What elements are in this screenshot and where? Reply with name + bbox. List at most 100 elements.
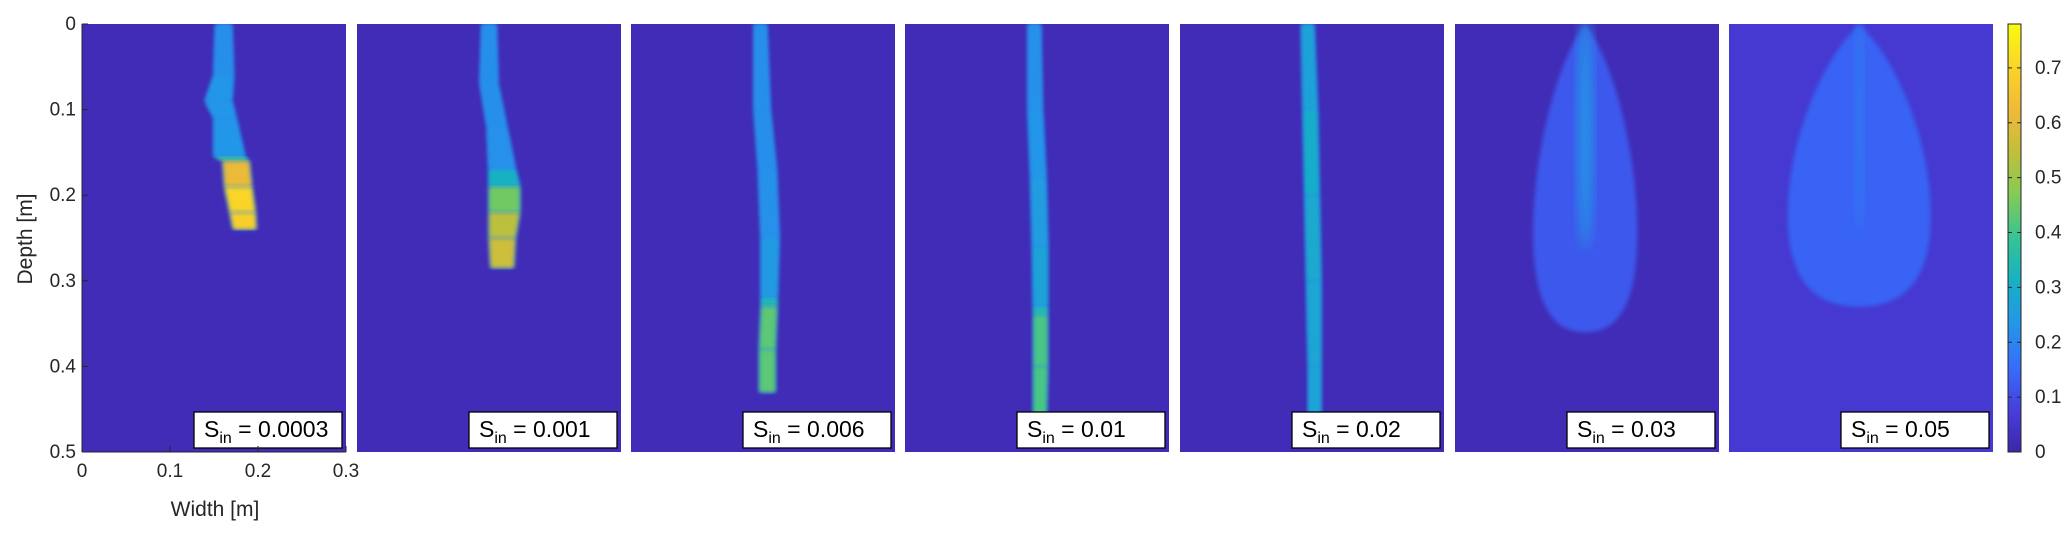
legend-value: = 0.05 <box>1879 416 1950 442</box>
plume-segment <box>1301 24 1318 110</box>
legend-text: Sin = 0.006 <box>753 416 865 447</box>
plume-segment <box>487 126 516 170</box>
legend-frame <box>1566 411 1716 449</box>
legend-symbol: S <box>753 416 768 442</box>
y-tick-label: 0.3 <box>50 271 76 292</box>
legend-frame <box>468 411 618 449</box>
heatmap-panel: Sin = 0.02 <box>1180 24 1444 452</box>
y-tick-label: 0.2 <box>50 185 76 206</box>
legend-symbol: S <box>1577 416 1592 442</box>
plume-segment <box>480 24 498 84</box>
plume-segment <box>759 349 776 393</box>
legend-frame <box>742 411 892 449</box>
legend-symbol: S <box>479 416 494 442</box>
y-tick-label: 0.1 <box>50 100 76 121</box>
colorbar-tick-label: 0.2 <box>2035 332 2061 353</box>
legend-subscript: in <box>1592 430 1604 447</box>
legend-value: = 0.03 <box>1605 416 1676 442</box>
legend-subscript: in <box>768 430 780 447</box>
heatmap-panel: Sin = 0.01 <box>905 24 1169 452</box>
plume-segment <box>754 109 777 170</box>
plume-segment <box>1028 24 1043 110</box>
plume <box>480 24 520 268</box>
legend-value: = 0.01 <box>1055 416 1126 442</box>
plume-segment <box>1028 109 1046 179</box>
plume <box>1533 24 1638 333</box>
legend-box: Sin = 0.02 <box>1291 411 1441 449</box>
colorbar-tick-label: 0.1 <box>2035 387 2061 408</box>
colorbar-tick-label: 0.3 <box>2035 277 2061 298</box>
plume-segment <box>214 118 245 157</box>
y-tick-label: 0 <box>65 14 76 35</box>
x-tick-label: 0.2 <box>245 461 271 482</box>
plume-segment <box>214 156 250 161</box>
colorbar-tick-label: 0 <box>2035 442 2046 463</box>
legend-text: Sin = 0.02 <box>1302 416 1401 447</box>
legend-box: Sin = 0.001 <box>468 411 618 449</box>
legend-subscript: in <box>494 430 506 447</box>
colorbar-tick-label: 0.4 <box>2035 223 2062 244</box>
plume-segment <box>214 24 234 76</box>
colorbar: 0 0.1 0.2 0.3 0.4 0.5 0.6 0.7 <box>2007 23 2062 463</box>
legend-box: Sin = 0.0003 <box>193 411 343 449</box>
plume-segment <box>489 212 520 238</box>
legend-value: = 0.006 <box>781 416 865 442</box>
legend-text: Sin = 0.01 <box>1027 416 1126 447</box>
plume-segment <box>1304 195 1321 281</box>
plume-segment <box>224 186 256 213</box>
legend-value: = 0.02 <box>1330 416 1401 442</box>
plume <box>1028 24 1048 435</box>
legend-box: Sin = 0.05 <box>1840 411 1990 449</box>
plume-segment <box>480 83 507 127</box>
legend-frame <box>1840 411 1990 449</box>
y-axis-label: Depth [m] <box>14 193 37 284</box>
plume-core <box>1855 24 1863 231</box>
legend-frame <box>1016 411 1166 449</box>
plume-segment <box>761 297 778 307</box>
plume-segment <box>1030 178 1048 247</box>
legend-frame <box>1291 411 1441 449</box>
legend-value: = 0.001 <box>507 416 591 442</box>
legend-symbol: S <box>1302 416 1317 442</box>
plume-segment <box>1303 109 1320 196</box>
legend-text: Sin = 0.03 <box>1577 416 1676 447</box>
plume-segment <box>1033 315 1048 367</box>
legend-frame <box>193 411 343 449</box>
plume-segment <box>205 101 236 119</box>
plume-segment <box>205 75 234 102</box>
axes-group: Width [m] Depth [m] 00.10.20.30.40.50 0.1… <box>14 14 359 521</box>
plume-segment <box>1032 246 1048 307</box>
colorbar-tick-label: 0.7 <box>2035 58 2061 79</box>
legend-symbol: S <box>204 416 219 442</box>
plume-segment <box>489 186 520 213</box>
y-tick-label: 0.5 <box>50 442 76 463</box>
plume <box>754 24 779 393</box>
plume-segment <box>759 306 778 350</box>
heatmap-panel: Sin = 0.0003 <box>82 24 346 452</box>
plume-segment <box>489 169 520 187</box>
plume-core <box>1578 24 1593 249</box>
x-tick-label: 0.1 <box>157 461 183 482</box>
legend-box: Sin = 0.03 <box>1566 411 1716 449</box>
plume-segment <box>754 24 771 110</box>
legend-text: Sin = 0.05 <box>1851 416 1950 447</box>
plume-segment <box>222 160 252 187</box>
plume-segment <box>761 238 779 298</box>
heatmap-panel: Sin = 0.03 <box>1455 24 1719 452</box>
plume-segment <box>229 212 257 230</box>
legend-box: Sin = 0.01 <box>1016 411 1166 449</box>
plume <box>205 24 257 230</box>
plume-segment <box>1033 306 1048 316</box>
legend-text: Sin = 0.0003 <box>204 416 328 447</box>
plume-segment <box>758 169 779 238</box>
heatmap-panel: Sin = 0.006 <box>631 24 895 452</box>
plume <box>1787 24 1931 307</box>
legend-subscript: in <box>1042 430 1054 447</box>
legend-value: = 0.0003 <box>232 416 329 442</box>
x-tick-label: 0.3 <box>333 461 359 482</box>
plume-segment <box>489 238 516 268</box>
heatmap-panel: Sin = 0.001 <box>357 24 621 452</box>
colorbar-gradient <box>2007 23 2022 453</box>
colorbar-tick-label: 0.6 <box>2035 113 2061 134</box>
